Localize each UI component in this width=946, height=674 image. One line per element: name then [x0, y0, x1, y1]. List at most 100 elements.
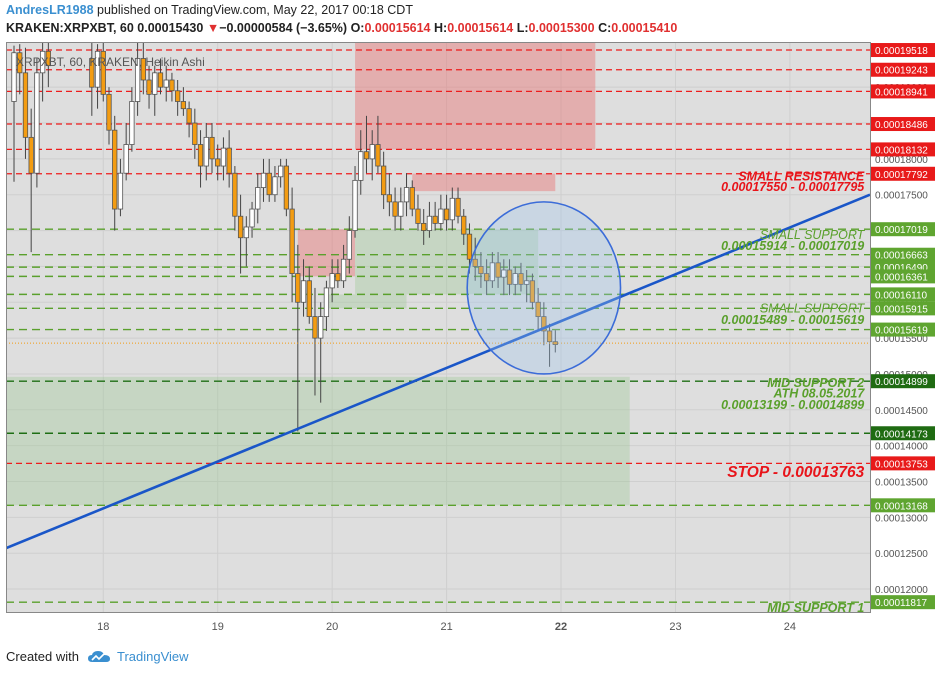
candle-body [157, 72, 164, 88]
candle-body [146, 79, 152, 95]
candle-body [243, 226, 249, 239]
annotation-label: 0.00015489 - 0.00015619 [721, 313, 864, 327]
candle-body [369, 144, 375, 160]
price-tag [871, 269, 935, 284]
candle-body [392, 201, 398, 217]
y-tick-label: 0.00014000 [875, 442, 928, 453]
symbol-label: KRAKEN:XRPXBT, 60 [6, 21, 134, 35]
y-tick-label: 0.00014500 [875, 406, 928, 417]
candle-body [249, 208, 255, 228]
candle-body [283, 165, 290, 210]
trendline [6, 193, 871, 550]
candle-body [100, 50, 106, 95]
candle-body [375, 144, 381, 167]
candle-body [192, 122, 198, 145]
created-with-text: Created with [6, 649, 79, 664]
price-chart[interactable]: XRPXBT, 60, KRAKEN, Heikin Ashi SMALL RES… [6, 42, 940, 638]
x-tick-label: 19 [212, 621, 224, 633]
zone-rect [355, 42, 596, 150]
candle-body [489, 262, 495, 282]
tradingview-link[interactable]: TradingView [116, 649, 189, 664]
price-tag-label: 0.00016361 [875, 272, 928, 283]
candle-body [312, 316, 318, 339]
price-tag [871, 142, 935, 157]
candle-body [472, 258, 478, 267]
candle-body [512, 273, 518, 285]
candle-body [220, 147, 227, 167]
y-tick-label: 0.00018000 [875, 155, 928, 166]
price-tag [871, 222, 935, 237]
candle-body [432, 215, 438, 224]
price-tag-label: 0.00017019 [875, 225, 928, 236]
candle-body [466, 233, 473, 260]
x-tick-label: 23 [669, 621, 681, 633]
candle-body [363, 151, 370, 160]
author-link[interactable]: AndresLR1988 [6, 3, 94, 17]
candle-body [112, 129, 118, 210]
candle-body [340, 258, 347, 282]
price-tag-label: 0.00019518 [875, 46, 928, 57]
candle-body [541, 316, 547, 332]
close-label: C: [598, 21, 612, 35]
y-tick-label: 0.00013500 [875, 478, 928, 489]
candle-body [438, 208, 444, 224]
candle-body [163, 79, 169, 88]
candle-body [186, 108, 192, 124]
open-label: O: [350, 21, 365, 35]
low-label: L: [516, 21, 529, 35]
candle-body [535, 301, 541, 318]
candle-body [295, 273, 301, 303]
price-tag [871, 426, 935, 441]
price-tag-label: 0.00018486 [875, 120, 928, 131]
annotation-label: MID SUPPORT 2 [767, 376, 864, 390]
price-tag [871, 322, 935, 337]
candle-body [197, 144, 204, 167]
candle-body [203, 136, 209, 167]
candle-body [323, 287, 330, 318]
price-tag-label: 0.00015915 [875, 304, 928, 315]
candle-body [215, 158, 221, 167]
last-price: 0.00015430 [137, 21, 204, 35]
low-value: 0.00015300 [528, 21, 595, 35]
candle-body [386, 194, 392, 203]
zone-rect [412, 173, 556, 192]
price-tag [871, 374, 935, 389]
candle-body [89, 58, 95, 88]
candle-body [329, 273, 335, 289]
candle-body [289, 208, 295, 274]
annotation-label: SMALL RESISTANCE [738, 169, 865, 183]
candle-body [140, 58, 146, 81]
annotation-label: SMALL SUPPORT [760, 228, 866, 242]
price-tag-label: 0.00011817 [875, 598, 928, 609]
price-tag [871, 62, 935, 77]
candle-body [34, 72, 40, 174]
candle-body [318, 316, 324, 339]
candle-body [123, 144, 129, 174]
price-tag-label: 0.00016110 [875, 290, 928, 301]
zone-rect [326, 294, 407, 309]
x-tick-label: 20 [326, 621, 338, 633]
time-axis-background [6, 612, 870, 638]
y-tick-label: 0.00012500 [875, 549, 928, 560]
candle-body [546, 330, 553, 343]
tradingview-cloud-icon [87, 650, 110, 662]
candle-body [17, 52, 23, 74]
zone-rect [297, 229, 356, 277]
x-tick-label: 22 [555, 621, 567, 633]
publish-info: AndresLR1988 published on TradingView.co… [6, 3, 413, 17]
price-tag [871, 117, 935, 132]
price-tag-label: 0.00018941 [875, 87, 928, 98]
plot-border [6, 42, 871, 613]
candle-body [94, 50, 101, 88]
candle-body [232, 172, 238, 217]
annotation-label: SMALL SUPPORT [760, 301, 866, 315]
candle-body [134, 58, 141, 102]
candle-body [415, 208, 421, 224]
y-tick-label: 0.00017500 [875, 191, 928, 202]
annotation-label: 0.00015914 - 0.00017019 [721, 239, 864, 253]
candle-body [226, 147, 232, 174]
candle-body [501, 269, 507, 278]
annotation-label: 0.00013199 - 0.00014899 [721, 398, 864, 412]
candle-body [169, 79, 175, 92]
price-axis-background [870, 42, 936, 638]
